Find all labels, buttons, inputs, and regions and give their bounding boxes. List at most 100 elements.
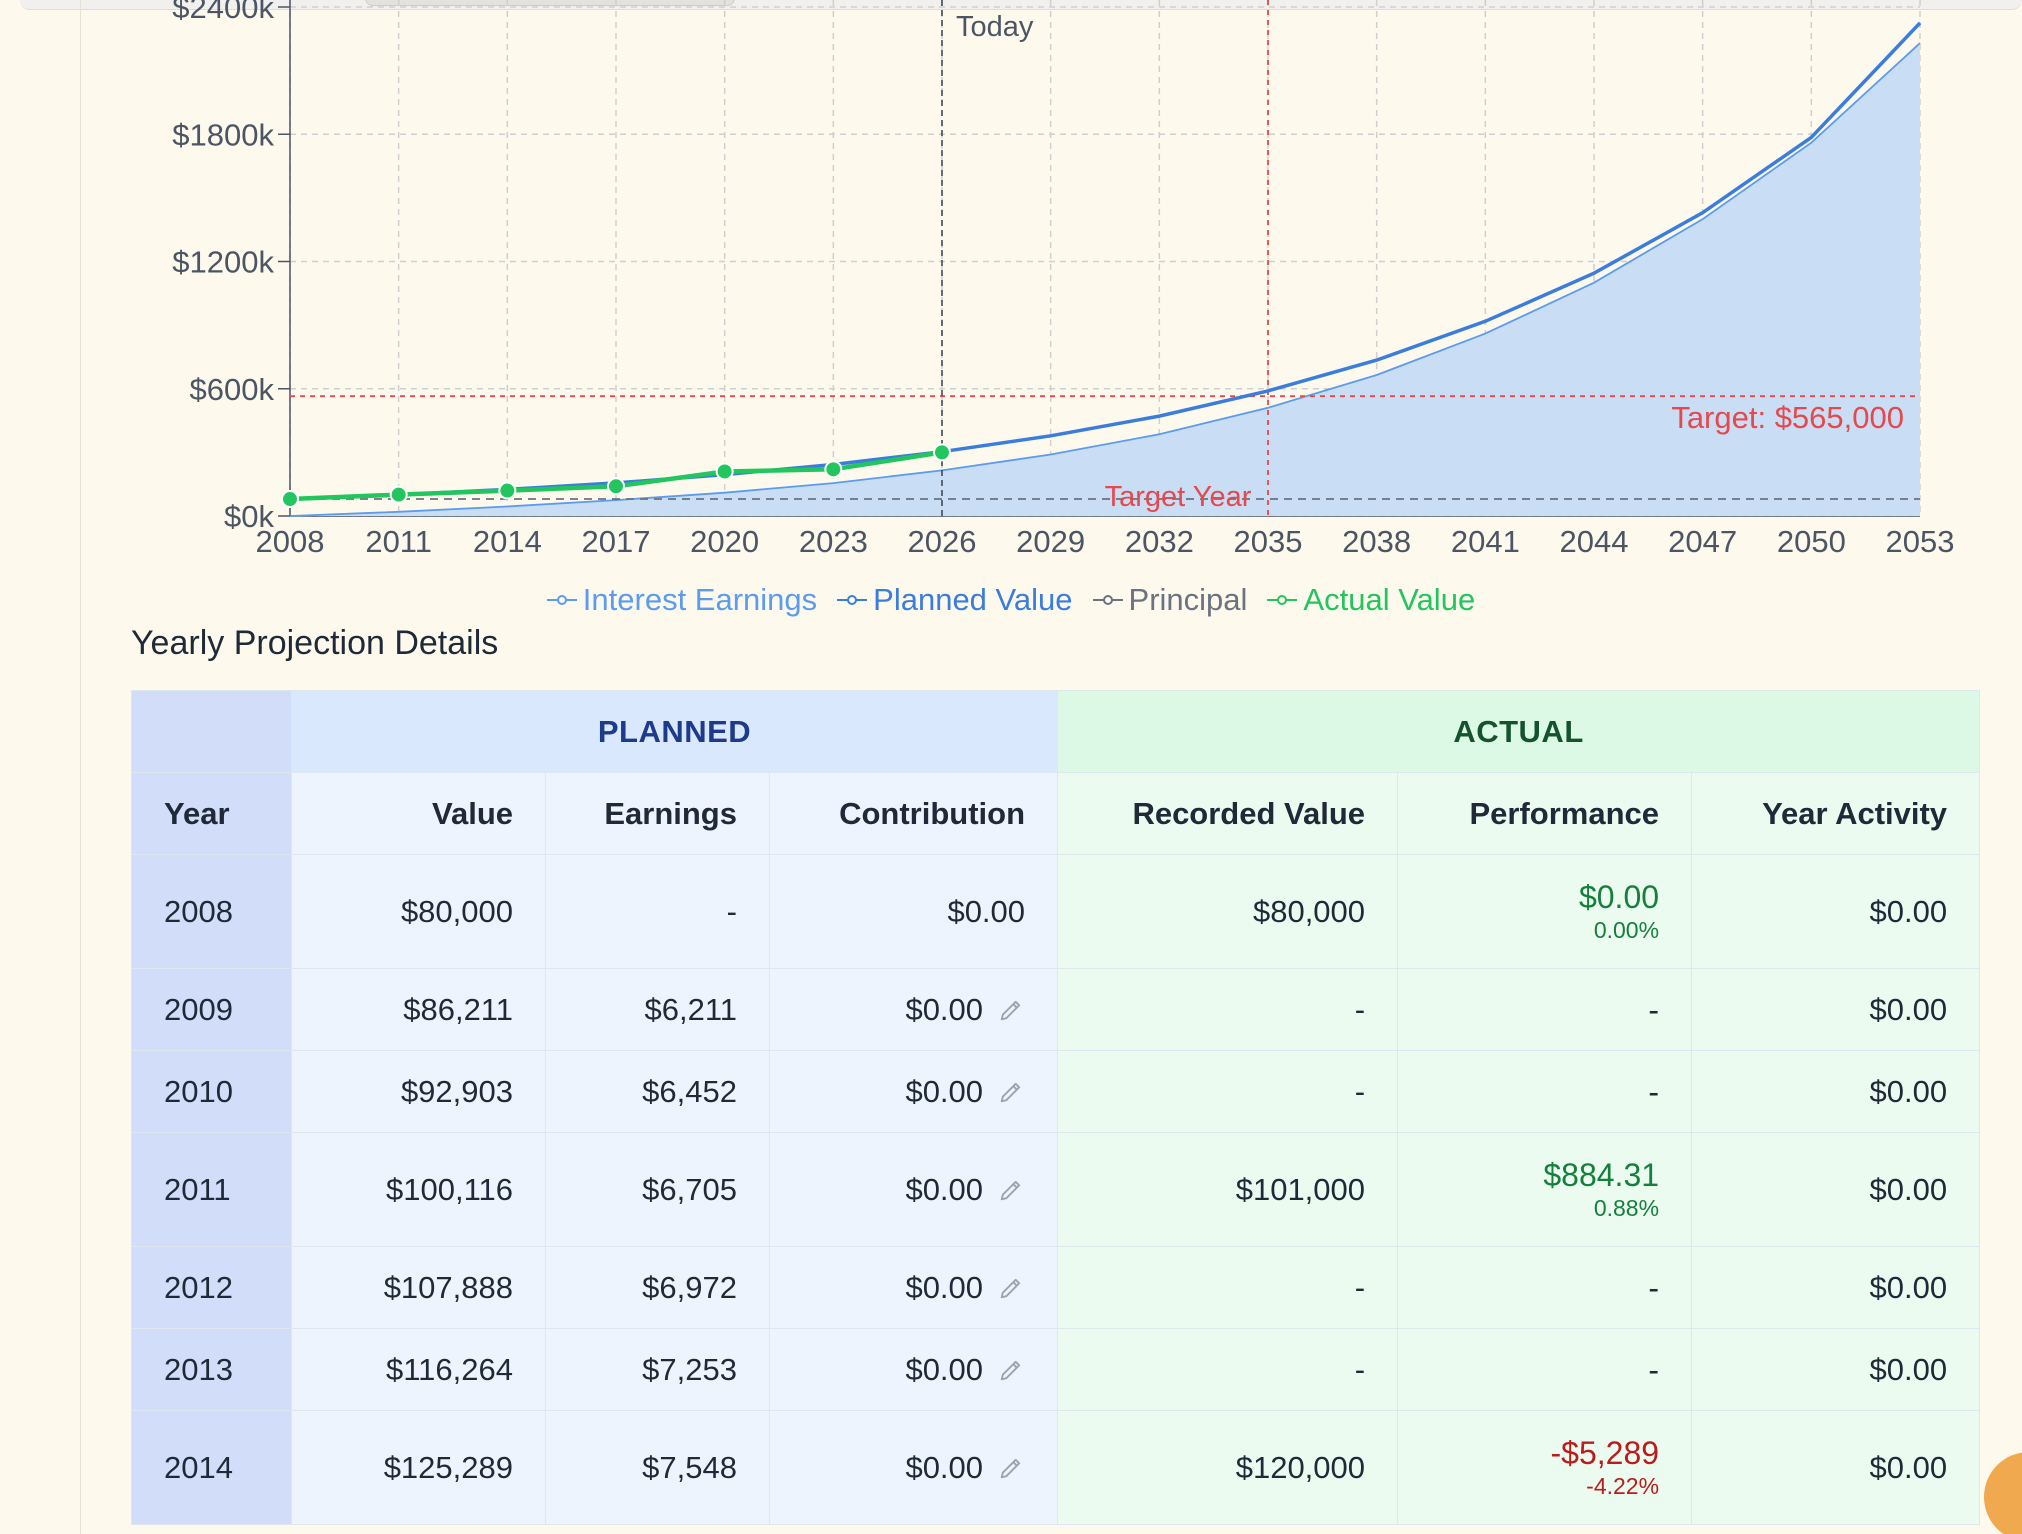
cell-year-activity: $0.00 xyxy=(1691,1410,1981,1525)
actual-value-point xyxy=(715,462,734,481)
today-label: Today xyxy=(956,11,1034,43)
cell-performance: - xyxy=(1397,1050,1693,1133)
y-tick-label: $2400k xyxy=(172,0,274,25)
cell-contribution: $0.00 xyxy=(768,1246,1059,1329)
actual-value-point xyxy=(607,477,625,496)
legend-item[interactable]: Interest Earnings xyxy=(546,582,818,618)
performance-percent: 0.88% xyxy=(1593,1194,1660,1221)
legend-item[interactable]: Actual Value xyxy=(1267,582,1475,618)
legend-label: Interest Earnings xyxy=(582,582,818,617)
cell-year: 2012 xyxy=(131,1246,292,1329)
cell-earnings: $6,211 xyxy=(545,968,770,1051)
y-tick-label: $1800k xyxy=(172,117,274,152)
table-row: 2008 $80,000- $0.00 $80,000 $0.00 0.00% $0.00 xyxy=(131,854,1981,969)
x-tick-label: 2044 xyxy=(1560,524,1629,559)
actual-value-point xyxy=(933,443,951,462)
cell-performance: - xyxy=(1397,1328,1693,1411)
legend-item[interactable]: Planned Value xyxy=(837,582,1073,618)
x-tick-label: 2035 xyxy=(1234,524,1303,559)
chart-legend: Interest Earnings Planned Value Principal A… xyxy=(0,582,2022,618)
target-year-label: Target Year xyxy=(1105,481,1252,513)
col-header-performance: Performance xyxy=(1397,772,1693,855)
edit-pencil-icon[interactable] xyxy=(997,1176,1025,1204)
cell-earnings: $7,548 xyxy=(545,1410,770,1525)
y-tick-label: $0k xyxy=(224,499,274,534)
cell-year: 2009 xyxy=(131,968,292,1051)
cell-year-activity: $0.00 xyxy=(1691,1246,1981,1329)
cell-year: 2013 xyxy=(131,1328,292,1411)
col-header-earnings: Earnings xyxy=(545,772,770,855)
cell-year: 2010 xyxy=(131,1050,292,1133)
projection-chart: 2008 2011 2014 2017 2020 2023 2026 2029 2032 2035… xyxy=(172,0,1955,559)
cell-contribution: $0.00 xyxy=(768,854,1059,969)
chat-launcher-button[interactable] xyxy=(1984,1452,2022,1534)
cell-performance: - xyxy=(1397,1246,1693,1329)
interest-earnings-line xyxy=(289,42,1921,517)
legend-label: Principal xyxy=(1128,582,1248,617)
performance-value: - xyxy=(1648,1073,1660,1110)
performance-value: $884.31 xyxy=(1543,1156,1660,1193)
contribution-value: $0.00 xyxy=(947,893,1026,929)
x-tick-label: 2053 xyxy=(1886,524,1955,559)
performance-percent: -4.22% xyxy=(1586,1472,1660,1499)
x-tick-label: 2008 xyxy=(256,524,325,559)
actual-value-point xyxy=(498,481,517,500)
cell-planned-value: $92,903 xyxy=(291,1050,546,1133)
contribution-value: $0.00 xyxy=(905,991,984,1027)
x-tick-label: 2047 xyxy=(1668,524,1737,559)
table-row: 2011 $100,116 $6,705 $0.00 $101,000 $884.31 0.… xyxy=(131,1132,1981,1247)
cell-recorded-value: $101,000 xyxy=(1057,1132,1399,1247)
cell-performance: $0.00 0.00% xyxy=(1397,854,1693,969)
edit-pencil-icon[interactable] xyxy=(997,1078,1025,1106)
cell-year-activity: $0.00 xyxy=(1691,854,1981,969)
performance-value: - xyxy=(1648,991,1660,1028)
cell-recorded-value: - xyxy=(1057,1246,1399,1329)
col-header-year-activity: Year Activity xyxy=(1691,772,1981,855)
cell-year: 2008 xyxy=(131,854,292,969)
x-tick-label: 2014 xyxy=(473,524,542,559)
column-header-row: Year Value Earnings Contribution Recorde… xyxy=(131,772,1981,855)
table-row: 2014 $125,289 $7,548 $0.00 $120,000 -$5,289 -4… xyxy=(131,1410,1981,1525)
x-tick-label: 2026 xyxy=(908,524,977,559)
cell-year: 2014 xyxy=(131,1410,292,1525)
col-header-recorded-value: Recorded Value xyxy=(1057,772,1399,855)
table-row: 2012 $107,888 $6,972 $0.00- - $0.00 xyxy=(131,1246,1981,1329)
cell-earnings: $7,253 xyxy=(545,1328,770,1411)
edit-pencil-icon[interactable] xyxy=(997,1454,1025,1482)
edit-pencil-icon[interactable] xyxy=(997,1356,1025,1384)
cell-earnings: $6,705 xyxy=(545,1132,770,1247)
x-tick-label: 2032 xyxy=(1125,524,1194,559)
cell-recorded-value: $80,000 xyxy=(1057,854,1399,969)
x-tick-label: 2038 xyxy=(1342,524,1411,559)
cell-contribution: $0.00 xyxy=(768,1132,1059,1247)
performance-value: - xyxy=(1648,1269,1660,1306)
x-tick-label: 2020 xyxy=(690,524,759,559)
projection-table-body: 2008 $80,000- $0.00 $80,000 $0.00 0.00% $0.00 2… xyxy=(131,854,1981,1525)
performance-percent: 0.00% xyxy=(1593,916,1660,943)
edit-pencil-icon[interactable] xyxy=(997,1274,1025,1302)
actual-value-point xyxy=(824,460,843,479)
interest-earnings-area xyxy=(290,43,1920,516)
x-tick-label: 2023 xyxy=(799,524,868,559)
legend-item[interactable]: Principal xyxy=(1092,582,1248,618)
cell-performance: -$5,289 -4.22% xyxy=(1397,1410,1693,1525)
legend-label: Actual Value xyxy=(1303,582,1476,617)
cell-contribution: $0.00 xyxy=(768,1410,1059,1525)
cell-planned-value: $80,000 xyxy=(291,854,546,969)
contribution-value: $0.00 xyxy=(905,1449,984,1485)
performance-value: $0.00 xyxy=(1578,878,1660,915)
cell-recorded-value: - xyxy=(1057,968,1399,1051)
group-header-row: PLANNED ACTUAL xyxy=(131,690,1981,773)
y-tick-label: $1200k xyxy=(172,245,274,280)
target-label: Target: $565,000 xyxy=(1671,400,1904,435)
x-tick-label: 2017 xyxy=(582,524,651,559)
x-tick-label: 2050 xyxy=(1777,524,1846,559)
legend-marker-icon xyxy=(1267,593,1298,607)
cell-year-activity: $0.00 xyxy=(1691,1050,1981,1133)
cell-performance: - xyxy=(1397,968,1693,1051)
cell-recorded-value: $120,000 xyxy=(1057,1410,1399,1525)
edit-pencil-icon[interactable] xyxy=(997,996,1025,1024)
cell-recorded-value: - xyxy=(1057,1050,1399,1133)
cell-year-activity: $0.00 xyxy=(1691,1328,1981,1411)
cell-earnings: $6,972 xyxy=(545,1246,770,1329)
